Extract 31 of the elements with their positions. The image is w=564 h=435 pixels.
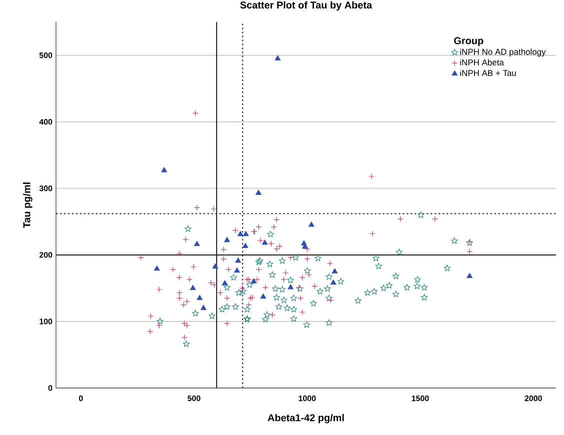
point [235, 258, 242, 263]
chart-title: Scatter Plot of Tau by Abeta [240, 1, 372, 11]
point [260, 294, 266, 299]
point [274, 55, 281, 60]
legend-label: iNPH Abeta [460, 59, 504, 66]
point [194, 240, 200, 246]
point [212, 264, 218, 269]
point [288, 284, 294, 290]
y-axis-title: Tau pg/ml [23, 182, 32, 228]
legend-label: iNPH No AD pathology [460, 48, 546, 56]
point [154, 266, 160, 271]
point [256, 190, 262, 195]
point [200, 304, 206, 310]
point [196, 294, 203, 300]
point [161, 167, 168, 172]
point [242, 242, 248, 248]
point [234, 268, 240, 273]
point [238, 230, 244, 236]
point [466, 272, 472, 278]
legend-label: iNPH AB + Tau [460, 70, 516, 76]
point [222, 280, 228, 286]
point [224, 236, 230, 242]
point [250, 278, 257, 284]
x-axis-title: Abeta1-42 pg/ml [268, 414, 344, 424]
point [308, 222, 314, 227]
legend-title: Group [454, 37, 484, 46]
point [332, 268, 338, 274]
point [262, 240, 268, 245]
point [242, 230, 249, 236]
point [330, 280, 336, 285]
point [190, 284, 196, 290]
